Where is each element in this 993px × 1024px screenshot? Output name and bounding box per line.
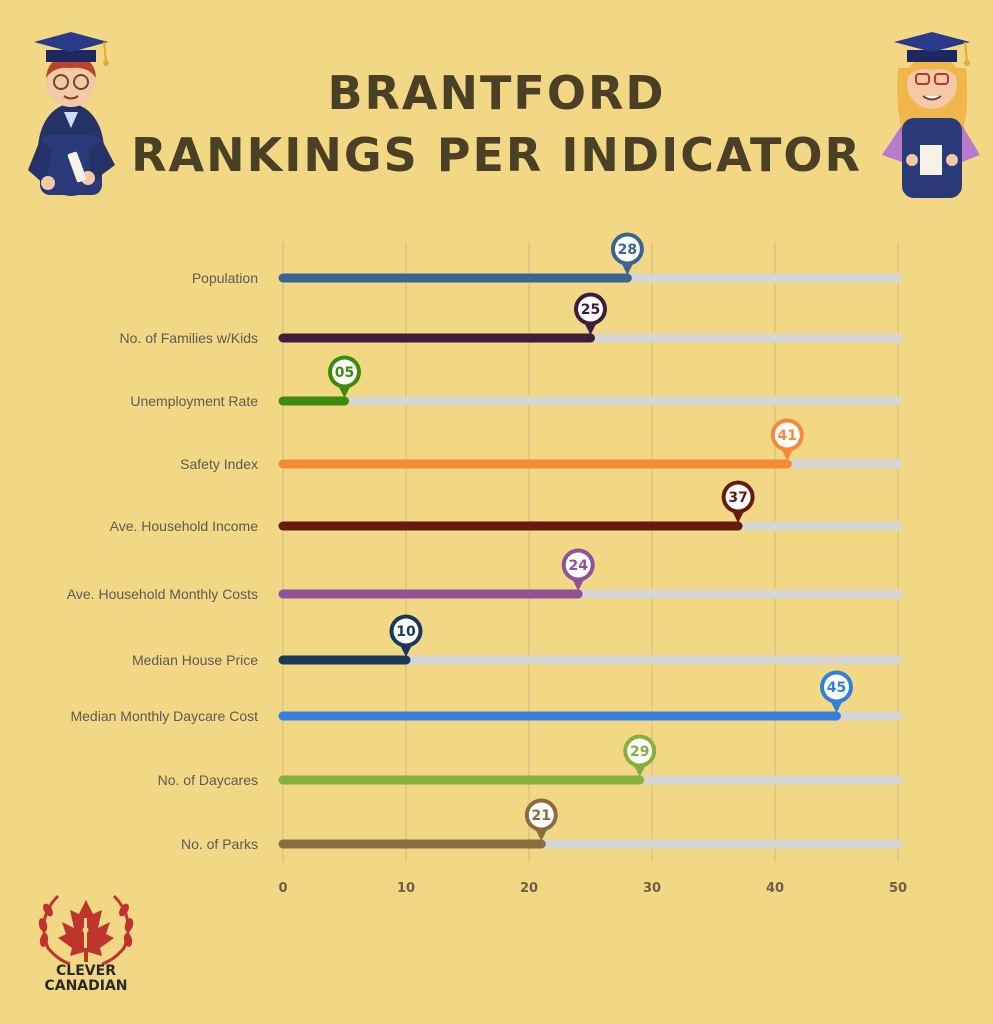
row-1: No. of Families w/Kids 25 (120, 292, 903, 346)
x-tick-label: 0 (278, 881, 287, 896)
brand-line-1: CLEVER (56, 963, 116, 979)
data-label: 21 (532, 808, 551, 824)
data-label: 29 (630, 744, 649, 760)
x-tick-label: 30 (643, 881, 661, 896)
x-tick-label: 20 (520, 881, 538, 896)
category-label: Median House Price (132, 652, 258, 668)
brand-line-2: CANADIAN (44, 978, 127, 994)
graduate-girl-illustration (882, 32, 980, 198)
category-label: Unemployment Rate (130, 393, 258, 409)
row-4: Ave. Household Income 37 (110, 480, 903, 534)
x-tick-label: 40 (766, 881, 784, 896)
data-label: 24 (568, 558, 588, 574)
title-line-2: RANKINGS PER INDICATOR (131, 128, 862, 182)
x-axis-ticks: 0 10 20 30 40 50 (278, 881, 907, 896)
row-0: Population 28 (192, 232, 903, 286)
data-label: 25 (581, 302, 600, 318)
pin-inner (725, 484, 751, 510)
row-2: Unemployment Rate 05 (130, 355, 903, 409)
category-label: Safety Index (180, 456, 258, 472)
pin-inner (774, 422, 800, 448)
graduate-boy-illustration (28, 32, 115, 196)
data-label: 05 (335, 365, 354, 381)
x-tick-label: 10 (397, 881, 415, 896)
pin-inner (614, 236, 640, 262)
data-label: 41 (778, 428, 797, 444)
pin-inner (627, 738, 653, 764)
chart-rows: Population 28 No. of Families w/Kids 25 Unem… (67, 232, 903, 852)
data-label: 28 (618, 242, 637, 258)
row-7: Median Monthly Daycare Cost 45 (70, 670, 903, 724)
category-label: Population (192, 270, 258, 286)
pin-inner (565, 552, 591, 578)
pin-inner (824, 674, 849, 700)
pin-inner (528, 802, 554, 828)
pin-inner (393, 618, 419, 644)
row-8: No. of Daycares 29 (158, 734, 903, 788)
x-tick-label: 50 (889, 881, 907, 896)
clever-canadian-logo: CLEVER CANADIAN (38, 894, 134, 994)
pin-inner (578, 296, 603, 322)
category-label: No. of Parks (181, 836, 258, 852)
data-label: 45 (827, 680, 846, 696)
category-label: Median Monthly Daycare Cost (70, 708, 258, 724)
title-line-1: BRANTFORD (327, 66, 666, 120)
category-label: Ave. Household Income (110, 518, 259, 534)
category-label: No. of Daycares (158, 772, 258, 788)
data-label: 10 (396, 624, 416, 640)
pin-inner (332, 359, 357, 385)
row-6: Median House Price 10 (132, 614, 903, 668)
data-label: 37 (728, 490, 747, 506)
row-3: Safety Index 41 (180, 418, 903, 472)
category-label: Ave. Household Monthly Costs (67, 586, 258, 602)
row-9: No. of Parks 21 (181, 798, 903, 852)
row-5: Ave. Household Monthly Costs 24 (67, 548, 903, 602)
category-label: No. of Families w/Kids (120, 330, 258, 346)
